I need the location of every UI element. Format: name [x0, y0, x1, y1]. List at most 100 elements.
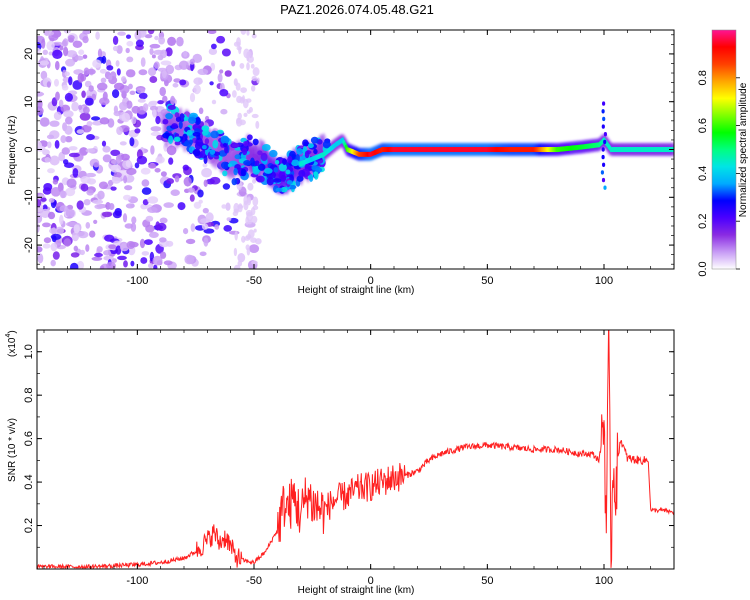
spectrogram-ridge-cell — [174, 112, 180, 118]
spectrogram-noise-cell — [253, 228, 257, 233]
spectrogram-ridge-cell — [291, 159, 300, 167]
spectrogram-noise-cell — [124, 185, 133, 191]
spectrogram-noise-cell — [246, 98, 252, 103]
spectrogram-noise-cell — [50, 233, 62, 240]
spectrogram-noise-cell — [129, 90, 136, 96]
spectrogram-noise-cell — [155, 116, 161, 125]
spectrogram-noise-cell — [78, 49, 85, 55]
spectrogram-ridge-cell — [240, 168, 247, 177]
spectrogram-x-axis-label: Height of straight line (km) — [298, 285, 415, 296]
spectrogram-noise-cell — [225, 202, 231, 211]
spectrogram-noise-cell — [155, 221, 160, 231]
spectrogram-ridge-cell — [256, 175, 265, 183]
spectrogram-noise-cell — [252, 179, 256, 184]
spectrogram-noise-cell — [149, 76, 158, 83]
spectrogram-noise-cell — [170, 95, 176, 106]
spectrogram-noise-cell — [223, 225, 232, 232]
spectrogram-noise-cell — [162, 95, 168, 103]
spectrogram-ridge-cell — [212, 139, 219, 149]
spectrogram-noise-cell — [54, 78, 59, 87]
spectrogram-noise-cell — [244, 235, 251, 241]
y-tick-label: 0 — [23, 146, 35, 152]
spectrogram-noise-cell — [64, 92, 73, 102]
spectrogram-noise-cell — [95, 31, 100, 40]
spectrogram-noise-cell — [203, 237, 209, 247]
spectrogram-noise-cell — [46, 134, 55, 140]
spectrogram-noise-cell — [182, 164, 189, 171]
spectrogram-noise-cell — [91, 116, 101, 121]
spectrogram-noise-cell — [70, 262, 79, 269]
spectrogram-noise-cell — [149, 105, 159, 111]
spectrogram-ridge-cell — [313, 149, 318, 155]
spectrogram-ridge-cell — [602, 101, 606, 106]
spectrogram-y-ticks: -20 -10 0 10 20 — [23, 34, 674, 265]
spectrogram-ridge-cell — [261, 144, 271, 151]
spectrogram-noise-cell — [153, 61, 160, 69]
colorbar-ticks: 0.0 0.2 0.4 0.6 0.8 — [697, 70, 740, 277]
spectrogram-noise-cell — [233, 247, 238, 257]
spectrogram-noise-cell — [232, 211, 239, 217]
spectrogram-noise-cell — [247, 196, 252, 206]
colorbar-tick-label: 0.8 — [697, 70, 709, 85]
spectrogram-noise-cell — [85, 222, 91, 229]
spectrogram-noise-cell — [117, 31, 126, 36]
spectrogram-noise-cell — [92, 59, 102, 68]
spectrogram-ridge-cell — [243, 160, 252, 166]
spectrogram-noise-cell — [251, 75, 258, 82]
spectrogram-ridge-cell — [233, 167, 238, 176]
spectrogram-ridge-cell — [171, 123, 178, 129]
spectrogram-noise-cell — [111, 176, 121, 184]
spectrogram-noise-cell — [163, 260, 173, 266]
spectrogram-noise-cell — [94, 204, 104, 210]
colorbar-label: Normalized spectral amplitude — [738, 82, 749, 217]
spectrogram-noise-cell — [76, 260, 85, 269]
spectrogram-noise-cell — [248, 106, 253, 113]
x-tick-label: 0 — [368, 275, 374, 287]
spectrogram-noise-cell — [245, 244, 250, 251]
spectrogram-ridge-cell — [243, 140, 249, 147]
snr-multiplier-base: (x10 — [7, 337, 18, 357]
spectrogram-noise-cell — [142, 103, 149, 112]
spectrogram-noise-cell — [91, 93, 97, 101]
spectrogram-noise-cell — [158, 36, 166, 45]
spectrogram-noise-cell — [165, 64, 175, 75]
spectrogram-noise-cell — [110, 164, 122, 173]
spectrogram-noise-cell — [86, 134, 95, 141]
spectrogram-ridge-cell — [252, 167, 260, 175]
colorbar-frame — [711, 29, 737, 270]
spectrogram-ridge-cell — [194, 117, 201, 125]
spectrogram-noise-cell — [150, 126, 162, 132]
spectrogram-noise-cell — [221, 48, 231, 57]
spectrogram-noise-cell — [61, 40, 67, 47]
spectrogram-noise-cell — [84, 97, 94, 106]
spectrogram-noise-cell — [116, 45, 123, 54]
spectrogram-noise-cell — [121, 76, 127, 83]
spectrogram-ridge-cell — [285, 169, 291, 175]
spectrogram-noise-cell — [63, 238, 72, 247]
spectrogram-noise-cell — [130, 260, 135, 267]
spectrogram-noise-cell — [66, 50, 77, 58]
spectrogram-ridge-cell — [188, 139, 194, 145]
spectrogram-noise-cell — [166, 178, 175, 185]
spectrogram-noise-cell — [139, 238, 146, 249]
spectrogram-noise-cell — [148, 163, 157, 169]
spectrogram-noise-cell — [240, 30, 247, 35]
spectrogram-noise-cell — [59, 214, 64, 225]
spectrogram-ridge-cell — [274, 160, 280, 165]
spectrogram-noise-cell — [248, 244, 260, 254]
spectrogram-noise-cell — [47, 168, 55, 174]
snr-y-multiplier: (x104) — [5, 330, 18, 357]
spectrogram-noise-cell — [81, 124, 92, 133]
spectrogram-noise-cell — [43, 31, 55, 36]
spectrogram-noise-cell — [60, 135, 67, 144]
spectrogram-noise-cell — [247, 55, 254, 63]
snr-panel: -100 -50 0 50 100 0.2 0.4 0.6 0.8 1.0 Height of … — [5, 329, 675, 596]
spectrogram-noise-cell — [108, 74, 113, 81]
spectrogram-noise-cell — [100, 77, 107, 84]
spectrogram-noise-cell — [37, 223, 40, 233]
spectrogram-noise-cell — [55, 91, 60, 101]
spectrogram-noise-cell — [37, 199, 42, 208]
spectrogram-ridge-cell — [174, 140, 181, 146]
spectrogram-noise-cell — [226, 217, 232, 222]
y-tick-label: 10 — [23, 96, 35, 108]
